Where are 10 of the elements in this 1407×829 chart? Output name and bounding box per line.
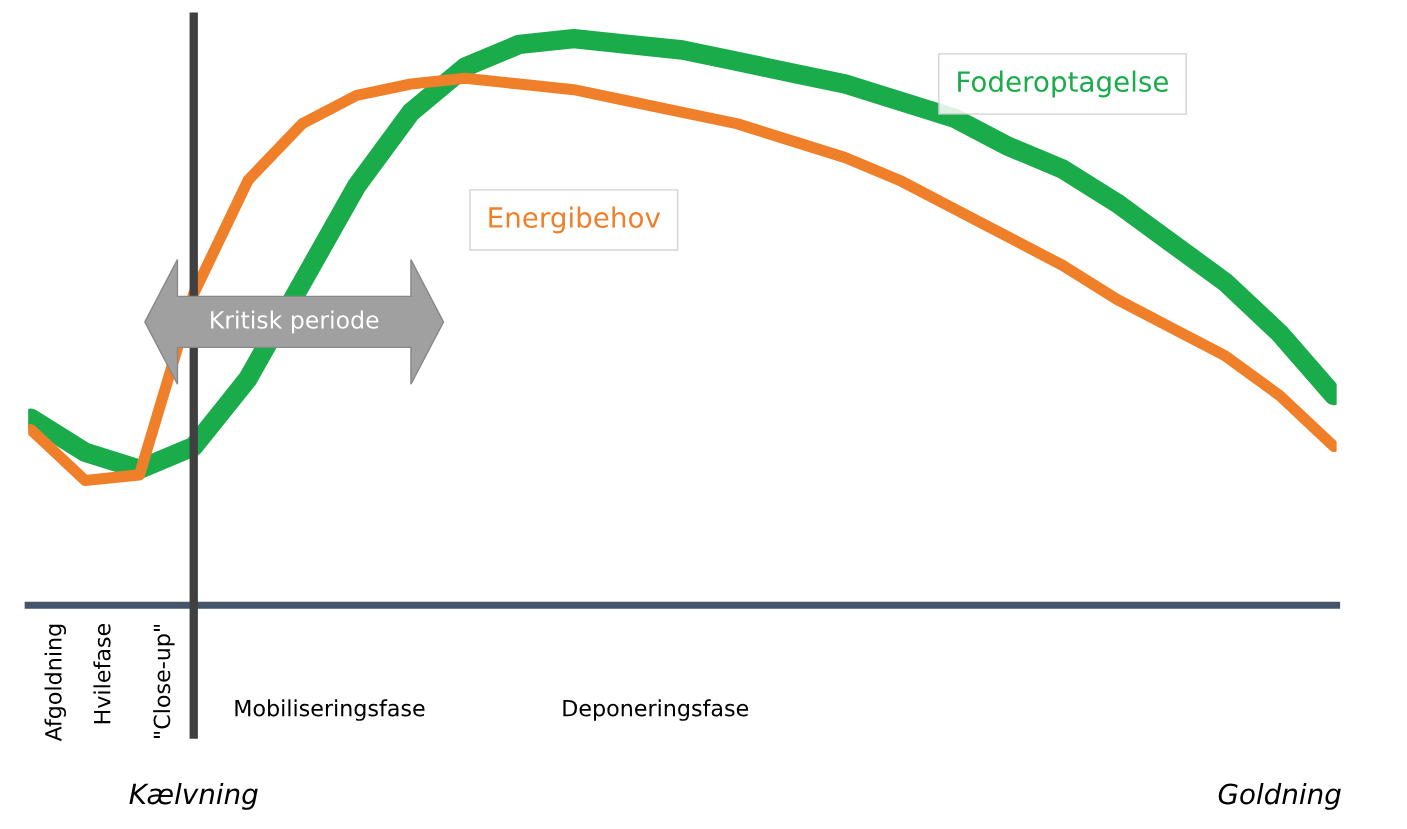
text: Deponeringsfase <box>563 699 749 721</box>
text: Mobiliseringsfase <box>235 699 425 721</box>
x-tick-label: Kælvning <box>129 782 258 810</box>
annotation: Kritisk periode <box>211 310 379 334</box>
text: "Close-up" <box>153 624 175 738</box>
x-tick-label: Goldning <box>1218 782 1341 810</box>
text: Hvilefase <box>93 624 111 724</box>
text: Energibehov <box>489 206 661 234</box>
text: Afgoldning <box>44 624 67 742</box>
series-label: Foderoptagelse <box>958 70 1168 98</box>
